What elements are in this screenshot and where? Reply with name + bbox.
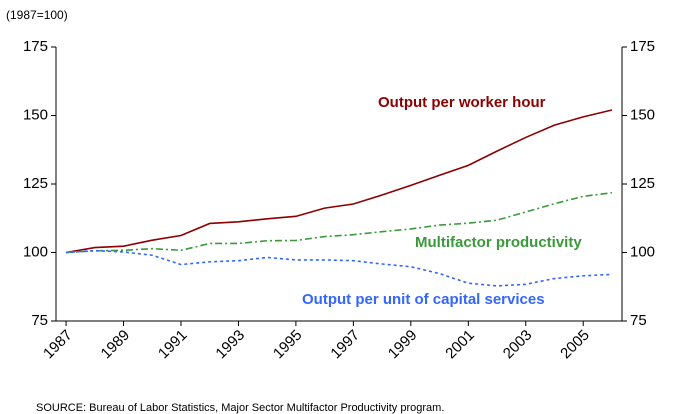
y-tick-label: 100 [23, 243, 48, 260]
x-tick-label: 2003 [500, 327, 536, 363]
unit-note: (1987=100) [6, 8, 68, 22]
y-tick-label: 150 [23, 106, 48, 123]
x-tick-label: 1995 [270, 327, 306, 363]
series-line [65, 109, 613, 254]
y2-tick-label: 100 [630, 243, 655, 260]
x-tick-label: 1993 [212, 327, 248, 363]
y-tick-label: 75 [31, 312, 48, 329]
y2-tick-label: 75 [630, 312, 647, 329]
x-tick-label: 2001 [442, 327, 478, 363]
x-tick-label: 2005 [557, 327, 593, 363]
x-tick-label: 1991 [155, 327, 191, 363]
series-line [66, 249, 612, 287]
series-line [66, 191, 613, 254]
x-tick-label: 1999 [385, 327, 421, 363]
x-tick-label: 1997 [327, 327, 363, 363]
x-tick-label: 1987 [40, 327, 76, 363]
source-note: SOURCE: Bureau of Labor Statistics, Majo… [36, 402, 444, 414]
y2-tick-label: 150 [630, 106, 655, 123]
y2-tick-label: 175 [630, 38, 655, 55]
series-label: Multifactor productivity [415, 234, 582, 251]
series-label: Output per worker hour [378, 94, 546, 111]
y2-tick-label: 125 [630, 175, 655, 192]
series-label: Output per unit of capital services [302, 291, 545, 308]
x-tick-label: 1989 [98, 327, 134, 363]
y-tick-label: 125 [23, 175, 48, 192]
y-tick-label: 175 [23, 38, 48, 55]
